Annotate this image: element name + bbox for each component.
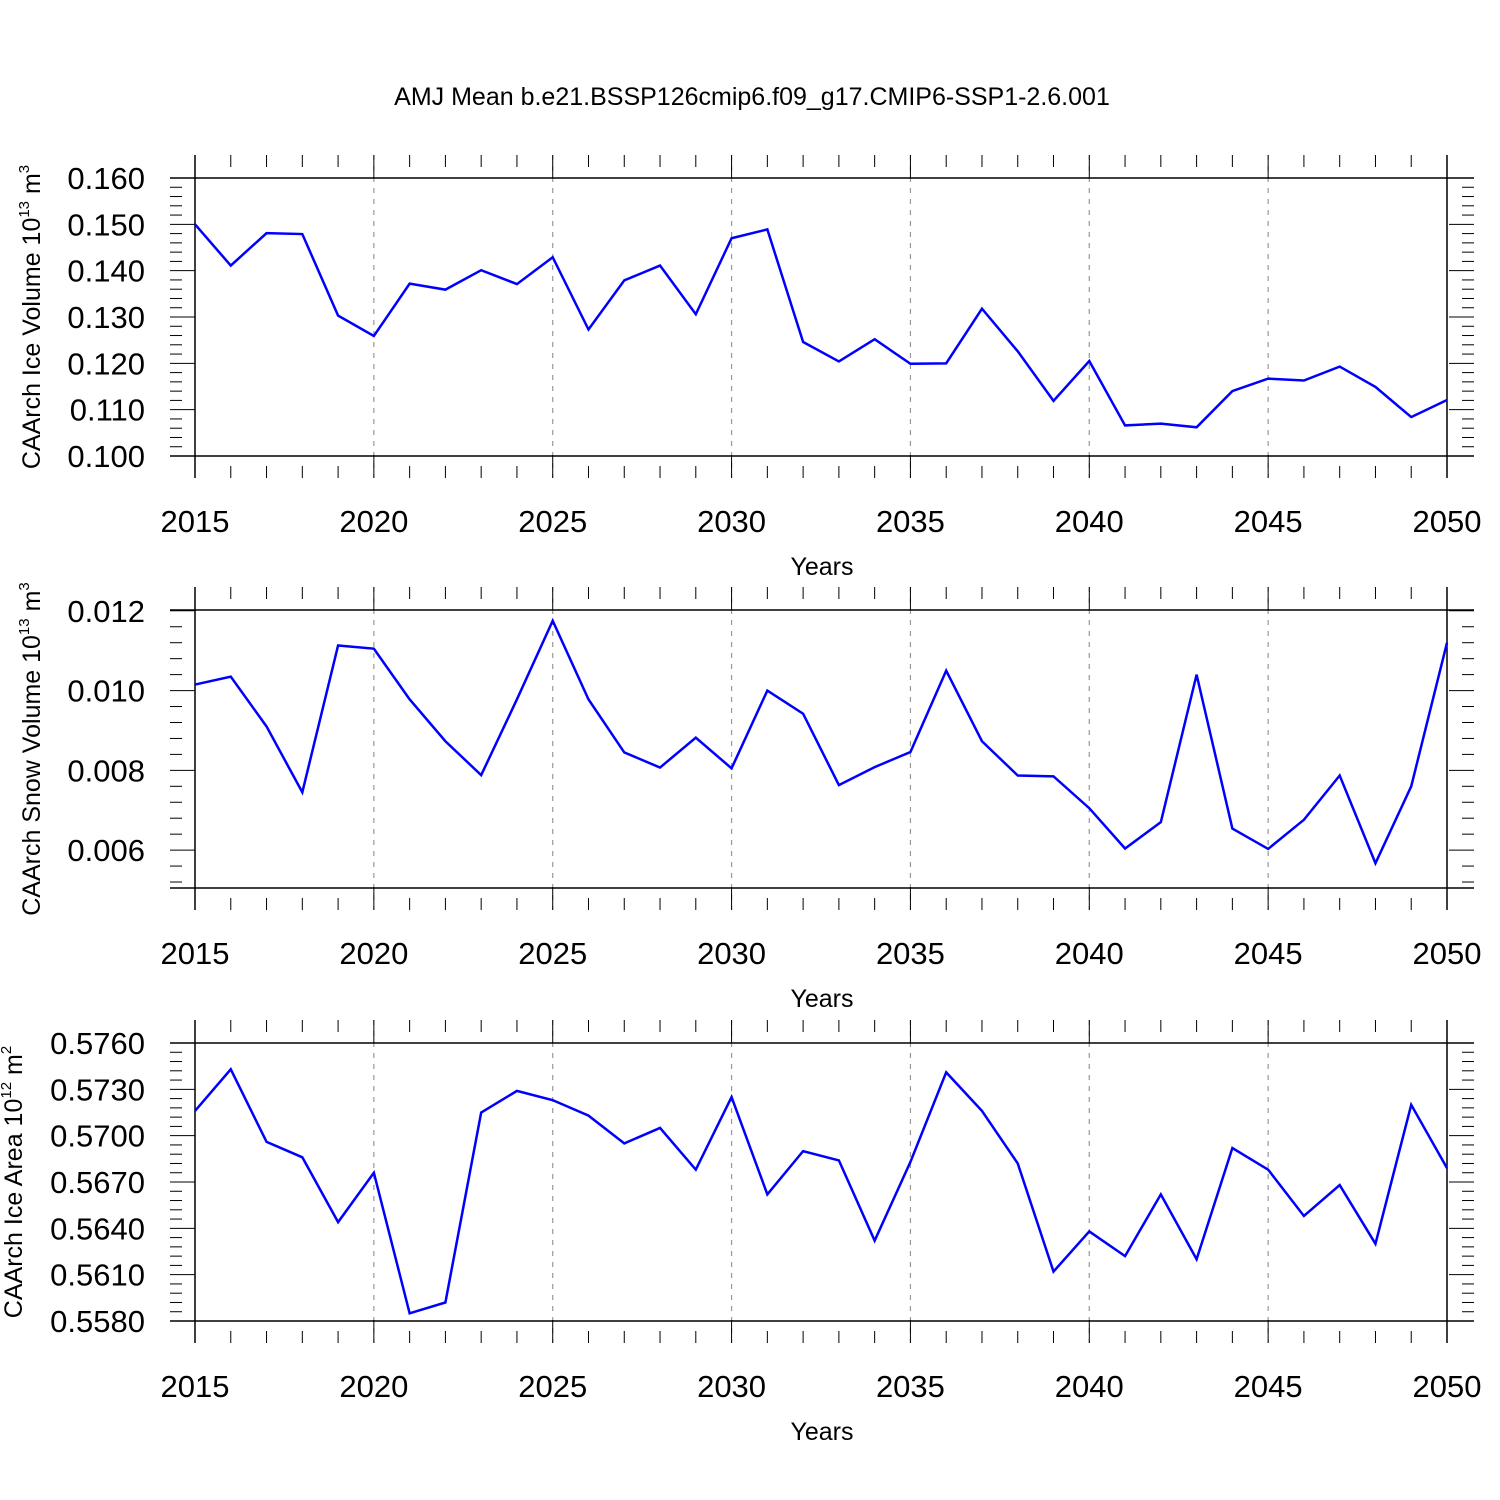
x-axis-label: Years [790,1418,853,1446]
x-tick-label: 2030 [697,1369,766,1404]
series-line-ice-area [194,1067,1449,1315]
y-tick-label: 0.140 [67,254,145,289]
y-tick-label: 0.5640 [50,1211,145,1246]
y-tick-label: 0.008 [67,753,145,788]
x-tick-label: 2015 [161,1369,230,1404]
x-tick-label: 2050 [1413,504,1482,539]
x-tick-label: 2035 [876,504,945,539]
y-tick-label: 0.010 [67,674,145,709]
x-tick-label: 2025 [518,936,587,971]
x-tick-label: 2015 [161,936,230,971]
x-axis-label: Years [790,553,853,581]
y-tick-label: 0.130 [67,300,145,335]
x-tick-label: 2050 [1413,1369,1482,1404]
y-tick-label: 0.120 [67,346,145,381]
y-tick-label: 0.100 [67,439,145,474]
x-tick-label: 2040 [1055,1369,1124,1404]
y-axis-label: CAArch Ice Area 1012 m2 [0,1046,28,1318]
x-tick-label: 2020 [339,504,408,539]
panel-snow-volume: 0.006 0.008 0.010 0.012 2015 2020 2025 2030 2035… [16,582,1481,1013]
x-tick-label: 2035 [876,936,945,971]
y-tick-label: 0.006 [67,833,145,868]
x-tick-label: 2035 [876,1369,945,1404]
y-tick-label: 0.5730 [50,1072,145,1107]
x-tick-label: 2045 [1234,936,1303,971]
x-tick-label: 2030 [697,936,766,971]
x-tick-label: 2025 [518,1369,587,1404]
y-tick-label: 0.5700 [50,1119,145,1154]
y-tick-label: 0.012 [67,594,145,629]
y-tick-label: 0.110 [70,393,145,428]
series-line-ice-volume [194,223,1448,429]
x-tick-label: 2045 [1234,504,1303,539]
y-tick-label: 0.150 [67,207,145,242]
x-tick-label: 2040 [1055,936,1124,971]
y-axis-label: CAArch Snow Volume 1013 m3 [16,582,46,916]
chart-panels: 0.100 0.110 0.120 0.130 0.140 0.150 0.160 2015 2… [0,155,1481,1446]
panel-ice-volume: 0.100 0.110 0.120 0.130 0.140 0.150 0.160 2015 2… [16,155,1481,581]
panel-ice-area: 0.5580 0.5610 0.5640 0.5670 0.5700 0.5730 0.57… [0,1020,1481,1446]
x-tick-label: 2030 [697,504,766,539]
y-tick-label: 0.5670 [50,1165,145,1200]
x-tick-label: 2040 [1055,504,1124,539]
x-tick-label: 2050 [1413,936,1482,971]
x-tick-label: 2020 [339,936,408,971]
y-tick-label: 0.5580 [50,1304,145,1339]
x-tick-label: 2015 [161,504,230,539]
y-tick-label: 0.5760 [50,1026,145,1061]
x-tick-label: 2020 [339,1369,408,1404]
y-axis-label: CAArch Ice Volume 1013 m3 [16,165,46,469]
chart-title: AMJ Mean b.e21.BSSP126cmip6.f09_g17.CMIP… [394,83,1110,111]
series-line-snow-volume [194,617,1449,867]
y-tick-label: 0.5610 [50,1258,145,1293]
x-tick-label: 2045 [1234,1369,1303,1404]
x-axis-label: Years [790,985,853,1013]
x-tick-label: 2025 [518,504,587,539]
y-tick-label: 0.160 [67,161,145,196]
